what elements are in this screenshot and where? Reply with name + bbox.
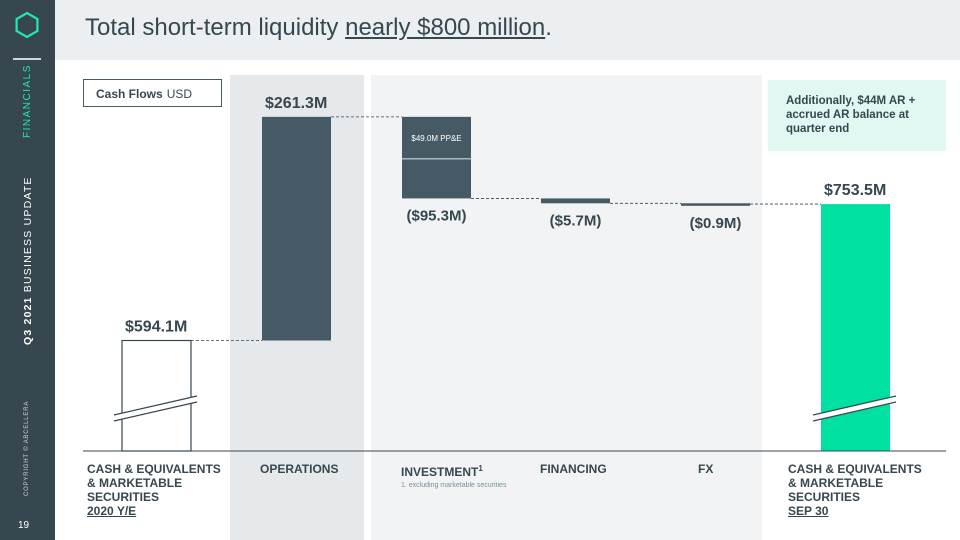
- sidebar: FINANCIALS Q3 2021 BUSINESS UPDATE COPYR…: [0, 0, 55, 540]
- bar-opening-balance: [121, 339, 192, 452]
- slide-title: Total short-term liquidity nearly $800 m…: [85, 14, 552, 41]
- axis-break-1: [812, 395, 897, 422]
- category-label-0: CASH & EQUIVALENTS & MARKETABLE SECURITIES…: [87, 462, 221, 518]
- data-label-2: ($95.3M): [406, 207, 466, 224]
- bar-delta-4: [681, 203, 750, 206]
- ppe-annotation: $49.0M PP&E: [411, 134, 461, 143]
- category-label-4: FX: [698, 462, 714, 476]
- divider: [13, 58, 41, 60]
- connector-lines: [191, 116, 821, 341]
- category-label-1: OPERATIONS: [260, 462, 339, 476]
- page-number: 19: [18, 520, 30, 531]
- category-label-3: FINANCING: [540, 462, 607, 476]
- cash-flows-legend: Cash Flows USD: [83, 79, 222, 107]
- bar-delta-3: [541, 198, 610, 204]
- hexagon-logo-icon: [15, 11, 39, 39]
- data-label-1: $261.3M: [265, 95, 327, 112]
- bar-delta-2: [402, 116, 471, 199]
- data-label-5: $753.5M: [824, 182, 886, 199]
- category-label-2: INVESTMENT1: [401, 464, 483, 479]
- data-label-0: $594.1M: [125, 319, 187, 336]
- data-label-4: ($0.9M): [690, 215, 742, 232]
- category-label-5: CASH & EQUIVALENTS & MARKETABLE SECURITIES…: [788, 462, 922, 518]
- axis-break-0: [113, 395, 198, 422]
- bar-delta-1: [262, 116, 331, 341]
- ar-note: Additionally, $44M AR + accrued AR balan…: [768, 80, 946, 151]
- data-label-3: ($5.7M): [550, 212, 602, 229]
- footnote: 1. excluding marketable securities: [401, 482, 507, 489]
- title-bar: Total short-term liquidity nearly $800 m…: [55, 0, 960, 60]
